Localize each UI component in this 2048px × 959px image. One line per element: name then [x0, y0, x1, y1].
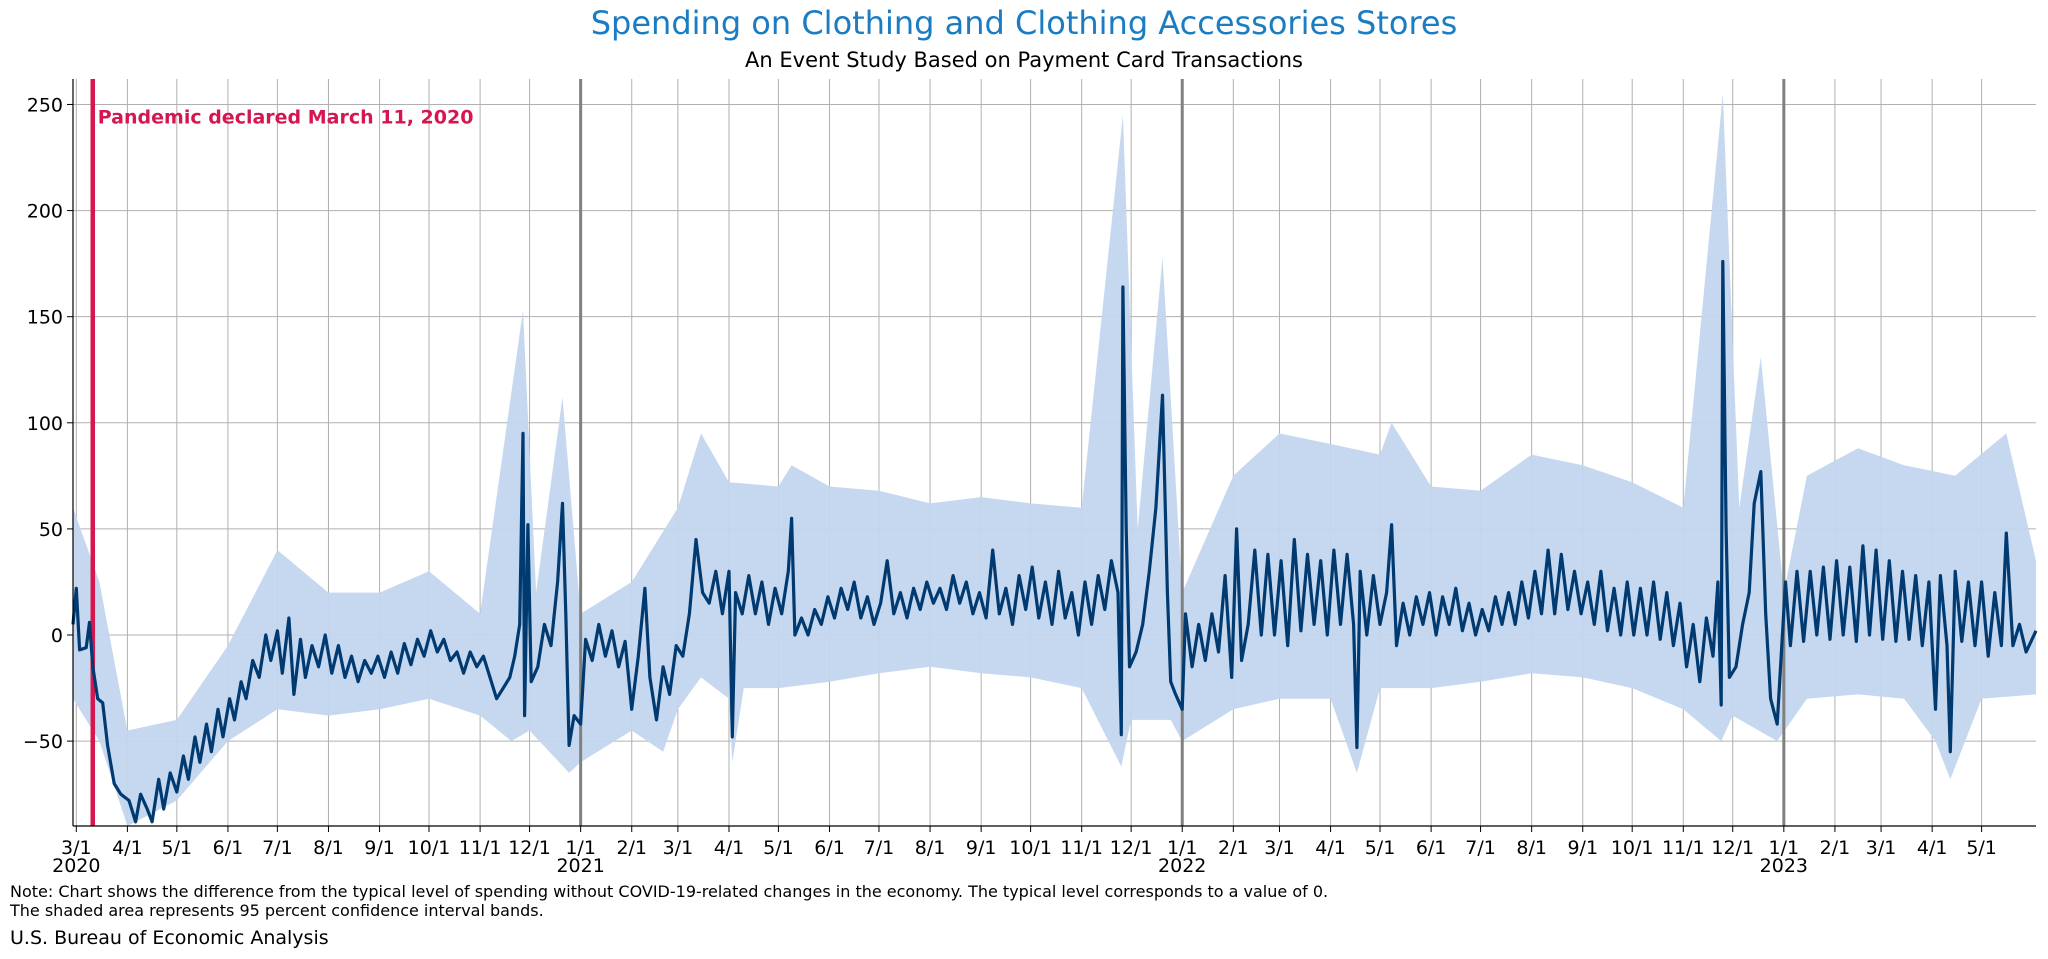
event-marker-layer: Pandemic declared March 11, 2020 [90, 79, 474, 826]
x-tick-label: 7/1 [1465, 837, 1496, 859]
x-tick-label: 3/1 [663, 837, 694, 859]
y-tick-label: 50 [39, 519, 63, 541]
chart-subtitle: An Event Study Based on Payment Card Tra… [745, 48, 1303, 72]
x-year-label: 2023 [1760, 855, 1808, 877]
axes [67, 79, 2036, 832]
y-tick-label: 150 [27, 307, 63, 329]
x-tick-label: 6/1 [213, 837, 244, 859]
x-tick-label: 8/1 [915, 837, 946, 859]
x-tick-label: 12/1 [1110, 837, 1153, 859]
x-tick-label: 1/1 [1769, 837, 1800, 859]
x-tick-label: 1/1 [1167, 837, 1198, 859]
x-tick-label: 4/1 [112, 837, 143, 859]
x-tick-label: 8/1 [1516, 837, 1547, 859]
x-tick-label: 6/1 [814, 837, 845, 859]
x-tick-label: 2/1 [616, 837, 647, 859]
x-tick-label: 8/1 [313, 837, 344, 859]
x-tick-label: 5/1 [763, 837, 794, 859]
y-tick-label: 250 [27, 94, 63, 116]
x-year-label: 2021 [556, 855, 604, 877]
x-tick-label: 6/1 [1416, 837, 1447, 859]
confidence-band [73, 93, 2036, 826]
tick-labels: −50 0 50 100 150 200 250 3/1 4/1 5/1 6/1 7/1 8/1 9/1 1… [23, 94, 1997, 877]
chart-plot-area: Pandemic declared March 11, 2020 −50 0 50 1… [23, 79, 2038, 877]
x-tick-label: 10/1 [1009, 837, 1052, 859]
x-tick-label: 3/1 [61, 837, 92, 859]
y-tick-label: −50 [23, 731, 63, 753]
x-year-label: 2022 [1158, 855, 1206, 877]
x-tick-label: 4/1 [1917, 837, 1948, 859]
x-tick-label: 9/1 [364, 837, 395, 859]
y-tick-label: 200 [27, 201, 63, 223]
source-credit: U.S. Bureau of Economic Analysis [10, 927, 329, 949]
x-tick-label: 2/1 [1820, 837, 1851, 859]
x-tick-label: 7/1 [864, 837, 895, 859]
event-annotation: Pandemic declared March 11, 2020 [98, 106, 474, 128]
x-tick-label: 3/1 [1866, 837, 1897, 859]
x-year-label: 2020 [52, 855, 100, 877]
x-tick-label: 5/1 [1966, 837, 1997, 859]
x-tick-label: 12/1 [1711, 837, 1754, 859]
x-tick-label: 2/1 [1218, 837, 1249, 859]
x-tick-label: 7/1 [262, 837, 293, 859]
y-tick-label: 0 [51, 625, 63, 647]
chart-note-line-2: The shaded area represents 95 percent co… [10, 901, 544, 920]
x-tick-label: 5/1 [162, 837, 193, 859]
y-tick-label: 100 [27, 413, 63, 435]
x-tick-label: 11/1 [459, 837, 502, 859]
x-tick-label: 11/1 [1662, 837, 1705, 859]
x-tick-label: 9/1 [966, 837, 997, 859]
chart-title: Spending on Clothing and Clothing Access… [590, 4, 1458, 42]
x-tick-label: 10/1 [1611, 837, 1654, 859]
x-tick-label: 5/1 [1365, 837, 1396, 859]
x-tick-label: 10/1 [408, 837, 451, 859]
series-line [71, 259, 2038, 824]
series-line-layer [71, 259, 2038, 824]
confidence-band-layer [73, 93, 2036, 826]
x-tick-label: 1/1 [565, 837, 596, 859]
x-tick-label: 4/1 [1315, 837, 1346, 859]
x-tick-label: 11/1 [1060, 837, 1103, 859]
x-tick-label: 9/1 [1567, 837, 1598, 859]
x-tick-label: 4/1 [714, 837, 745, 859]
x-tick-label: 12/1 [508, 837, 551, 859]
year-boundary-lines [579, 79, 1786, 826]
x-tick-label: 3/1 [1264, 837, 1295, 859]
chart-note-line-1: Note: Chart shows the difference from th… [10, 882, 1329, 901]
